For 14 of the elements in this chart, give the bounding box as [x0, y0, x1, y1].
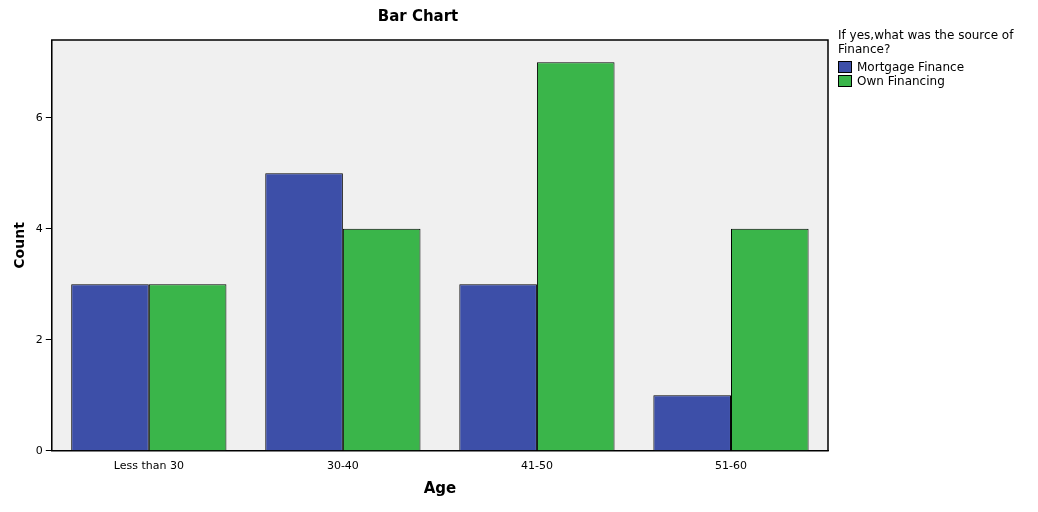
x-tick-label: 41-50 [520, 459, 553, 473]
x-tick-label: Less than 30 [113, 459, 184, 473]
x-tick-label: 51-60 [714, 459, 747, 473]
legend-label: Own Financing [857, 74, 945, 88]
y-tick-label: 6 [35, 110, 43, 124]
y-axis-title: Count [11, 221, 28, 269]
legend-title: If yes,what was the source of Finance? [838, 28, 1015, 56]
y-tick-label: 0 [35, 443, 43, 457]
legend-label: Mortgage Finance [857, 60, 965, 74]
chart-title: Bar Chart [377, 6, 459, 25]
y-tick-label: 4 [35, 221, 43, 235]
x-axis-title: Age [423, 478, 457, 497]
x-tick-label: 30-40 [326, 459, 359, 473]
y-tick-label: 2 [35, 332, 43, 346]
